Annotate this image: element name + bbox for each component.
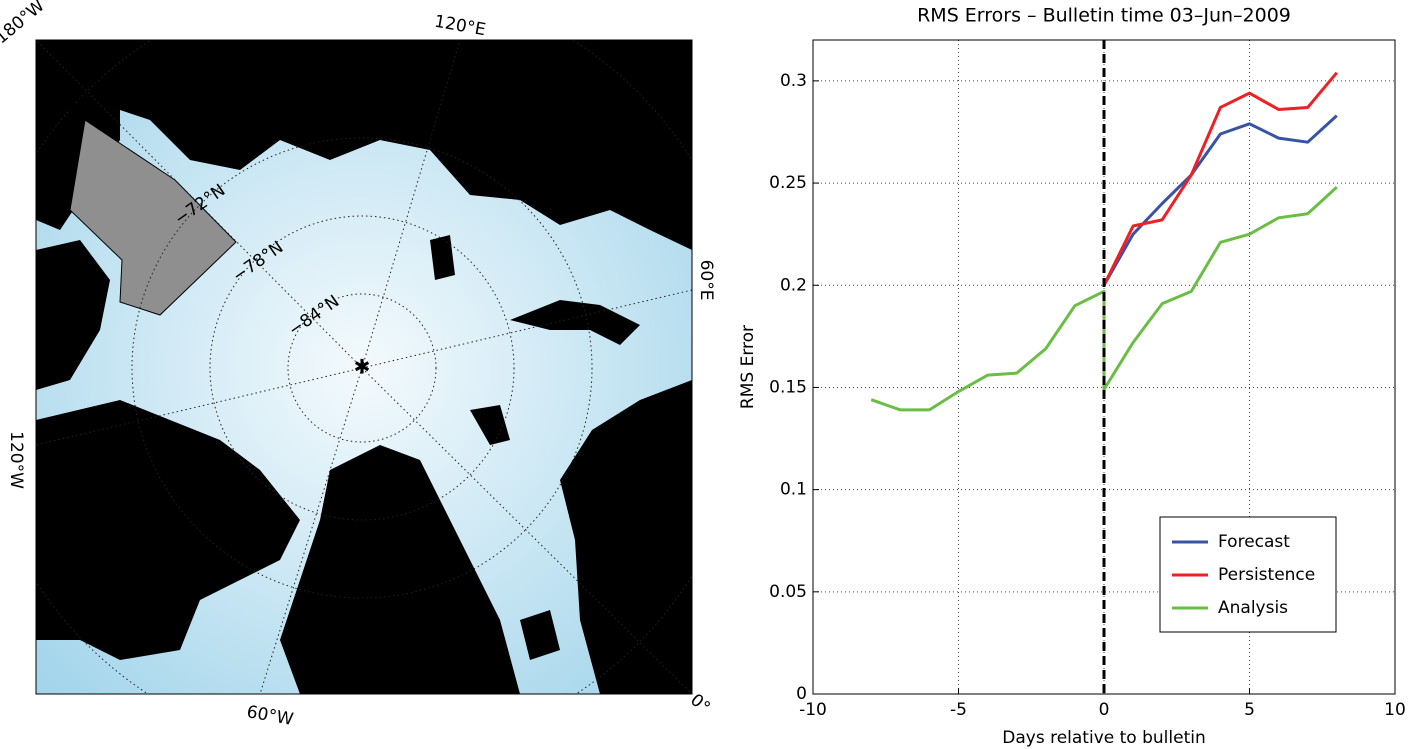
region bbox=[69, 119, 237, 316]
meridian-label: 60°E bbox=[696, 260, 716, 301]
y-tick-label: 0.1 bbox=[780, 480, 807, 500]
y-tick-label: 0.05 bbox=[769, 582, 807, 602]
legend-label: Forecast bbox=[1218, 532, 1290, 552]
series-line bbox=[1102, 71, 1338, 286]
y-tick-label: 0.3 bbox=[780, 71, 807, 91]
meridian-label: 120°E bbox=[433, 12, 487, 41]
legend-label: Persistence bbox=[1218, 565, 1315, 585]
x-tick-label: -10 bbox=[799, 700, 827, 720]
meridian-label: 120°W bbox=[6, 431, 26, 489]
x-tick-label: 10 bbox=[1384, 700, 1406, 720]
y-tick-label: 0.25 bbox=[769, 173, 807, 193]
y-tick-label: 0 bbox=[796, 684, 807, 704]
x-tick-label: 5 bbox=[1244, 700, 1255, 720]
series-line bbox=[1102, 114, 1338, 286]
legend-label: Analysis bbox=[1218, 598, 1288, 618]
x-tick-label: 0 bbox=[1099, 700, 1110, 720]
x-axis-label: Days relative to bulletin bbox=[1002, 728, 1205, 748]
chart-title: RMS Errors – Bulletin time 03–Jun–2009 bbox=[917, 5, 1291, 27]
pole-marker: ✱ bbox=[354, 355, 371, 379]
meridian-label: 60°W bbox=[245, 702, 295, 730]
land bbox=[36, 40, 692, 694]
y-tick-label: 0.15 bbox=[769, 377, 807, 397]
y-axis-label: RMS Error bbox=[738, 325, 758, 409]
graticule bbox=[36, 40, 692, 694]
map: ✱ −60°N −72°N −78°N −84°N bbox=[36, 40, 692, 694]
y-tick-label: 0.2 bbox=[780, 275, 807, 295]
map-frame bbox=[35, 39, 693, 695]
x-tick-label: -5 bbox=[950, 700, 967, 720]
